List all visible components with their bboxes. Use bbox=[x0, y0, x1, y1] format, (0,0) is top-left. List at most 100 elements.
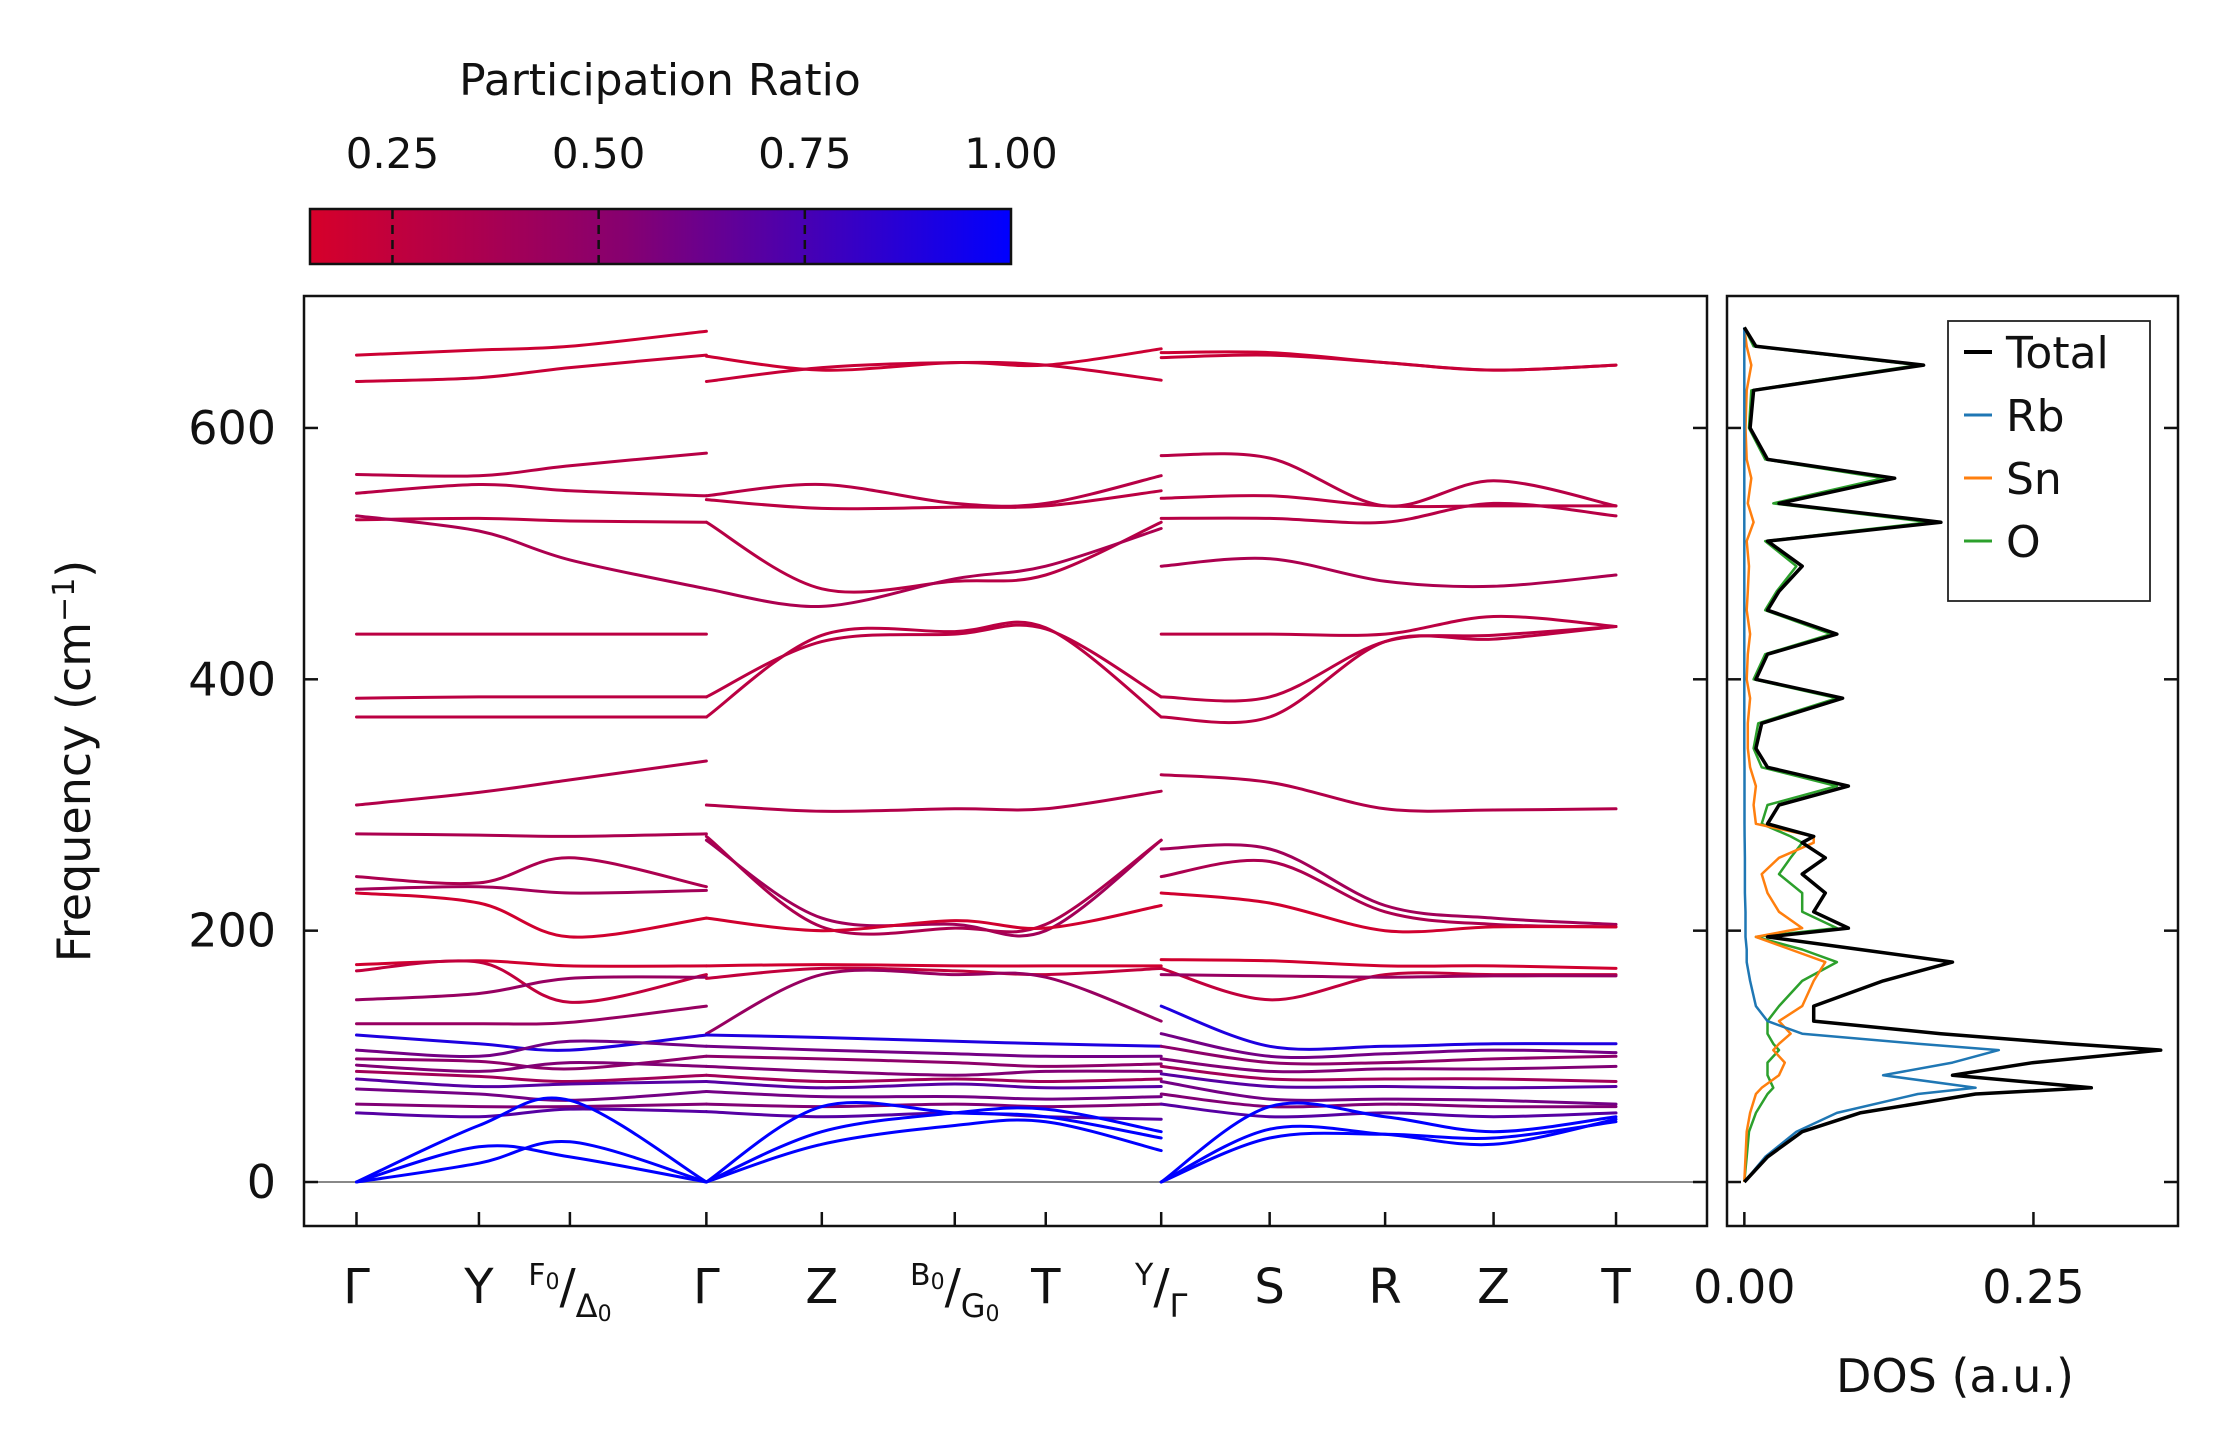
k-label-sup: B bbox=[910, 1258, 931, 1293]
phonon-band bbox=[704, 1090, 1163, 1101]
phonon-band bbox=[355, 1107, 708, 1119]
dos-x-tick-label: 0.00 bbox=[1693, 1260, 1795, 1314]
phonon-band bbox=[355, 1096, 708, 1184]
dos-lines bbox=[1742, 326, 2163, 1184]
phonon-band bbox=[1159, 614, 1618, 637]
phonon-band bbox=[704, 527, 1163, 608]
phonon-band bbox=[1159, 1080, 1618, 1106]
colorbar-tick-label: 0.50 bbox=[552, 129, 646, 178]
dos-plot-frame bbox=[1725, 294, 2180, 1228]
colorbar-gradient bbox=[308, 207, 1013, 266]
phonon-band bbox=[355, 514, 708, 591]
k-point-label: Y/Γ bbox=[1134, 1258, 1188, 1325]
phonon-band bbox=[704, 789, 1163, 813]
colorbar-tick-label: 0.75 bbox=[758, 129, 852, 178]
y-axis-label: Frequency (cm−1) bbox=[47, 560, 101, 963]
phonon-band bbox=[355, 885, 708, 895]
k-label-main: / bbox=[1153, 1259, 1170, 1315]
phonon-band bbox=[1159, 1032, 1618, 1059]
phonon-band bbox=[355, 1102, 708, 1109]
phonon-band bbox=[704, 904, 1163, 933]
colorbar-tick-label: 0.25 bbox=[346, 129, 440, 178]
legend-label: Rb bbox=[2006, 391, 2065, 442]
phonon-band bbox=[1159, 556, 1618, 589]
phonon-band bbox=[1159, 1101, 1618, 1184]
phonon-band bbox=[355, 856, 708, 889]
phonon-band bbox=[1159, 494, 1618, 509]
phonon-band bbox=[1159, 858, 1618, 929]
colorbar-ticks: 0.25 0.50 0.75 1.00 bbox=[346, 129, 1058, 263]
phonon-band bbox=[355, 1004, 708, 1026]
phonon-band bbox=[1159, 1092, 1618, 1109]
colorbar-label: Participation Ratio bbox=[459, 55, 861, 106]
phonon-band bbox=[355, 1077, 708, 1089]
y-tick-label: 200 bbox=[188, 904, 276, 958]
dos-x-tick-label: 0.25 bbox=[1982, 1260, 2084, 1314]
dos-curve-total bbox=[1742, 326, 2163, 1184]
k-label-main: / bbox=[945, 1259, 962, 1315]
k-label-sup: F bbox=[528, 1258, 545, 1293]
phonon-band bbox=[704, 1033, 1163, 1048]
phonon-band bbox=[704, 620, 1163, 719]
legend-label: O bbox=[2006, 517, 2041, 568]
phonon-band bbox=[355, 959, 708, 1004]
phonon-band bbox=[1159, 891, 1618, 934]
phonon-band bbox=[1159, 1072, 1618, 1090]
phonon-band bbox=[1159, 1004, 1618, 1051]
phonon-band bbox=[355, 1069, 708, 1084]
k-label-sup: Y bbox=[1134, 1258, 1154, 1293]
k-label-sup-sub: 0 bbox=[546, 1270, 560, 1295]
legend-items: Total Rb Sn O bbox=[1964, 328, 2109, 568]
phonon-band bbox=[1159, 773, 1618, 813]
phonon-band bbox=[355, 1060, 708, 1073]
k-label-sub-sub: 0 bbox=[598, 1302, 612, 1327]
k-point-label: Γ bbox=[343, 1259, 370, 1315]
phonon-band bbox=[1159, 966, 1618, 1002]
y-axis-label-main: Frequency (cm bbox=[47, 622, 101, 962]
legend-frame bbox=[1947, 320, 2151, 602]
dos-axes: 0.00 0.25 bbox=[1693, 426, 2178, 1314]
y-tick-label: 0 bbox=[247, 1155, 276, 1209]
phonon-band bbox=[355, 482, 708, 498]
k-label-sub-sub: 0 bbox=[986, 1302, 1000, 1327]
k-point-label: Y bbox=[463, 1259, 494, 1315]
phonon-band bbox=[704, 834, 1163, 936]
phonon-band bbox=[355, 959, 708, 968]
phonon-band bbox=[355, 329, 708, 357]
phonon-band bbox=[355, 759, 708, 807]
phonon-band bbox=[704, 1118, 1163, 1184]
phonon-band bbox=[704, 838, 1163, 938]
phonon-band bbox=[704, 1064, 1163, 1077]
phonon-band bbox=[1159, 353, 1618, 372]
k-point-label: T bbox=[1030, 1259, 1061, 1315]
phonon-band bbox=[355, 353, 708, 383]
phonon-band bbox=[1159, 1102, 1618, 1119]
dos-x-axis-label: DOS (a.u.) bbox=[1836, 1349, 2074, 1403]
y-axis-label-unit-sup: −1 bbox=[47, 578, 82, 622]
phonon-band bbox=[355, 695, 708, 700]
y-tick-label: 600 bbox=[188, 401, 276, 455]
phonon-band bbox=[355, 451, 708, 478]
phonon-band bbox=[1159, 501, 1618, 525]
phonon-band bbox=[1159, 625, 1618, 725]
phonon-band bbox=[704, 1080, 1163, 1090]
phonon-band bbox=[1159, 1120, 1618, 1184]
colorbar: Participation Ratio 0.25 0.50 0.75 1.00 bbox=[308, 55, 1058, 266]
phonon-band bbox=[1159, 1044, 1618, 1066]
k-label-sub: Δ bbox=[576, 1287, 598, 1325]
phonon-band bbox=[704, 347, 1163, 372]
k-point-label: T bbox=[1600, 1259, 1631, 1315]
dos-curve-rb bbox=[1743, 327, 2001, 1183]
dos-legend: Total Rb Sn O bbox=[1947, 320, 2151, 602]
phonon-band bbox=[355, 1087, 708, 1102]
band-lines bbox=[304, 329, 1707, 1184]
phonon-band bbox=[704, 968, 1163, 1036]
k-point-label: B0/G0 bbox=[910, 1258, 1000, 1327]
phonon-band bbox=[1159, 1057, 1618, 1074]
phonon-band bbox=[1159, 958, 1618, 970]
k-point-label: Z bbox=[1477, 1259, 1510, 1315]
k-point-label: S bbox=[1254, 1259, 1284, 1315]
